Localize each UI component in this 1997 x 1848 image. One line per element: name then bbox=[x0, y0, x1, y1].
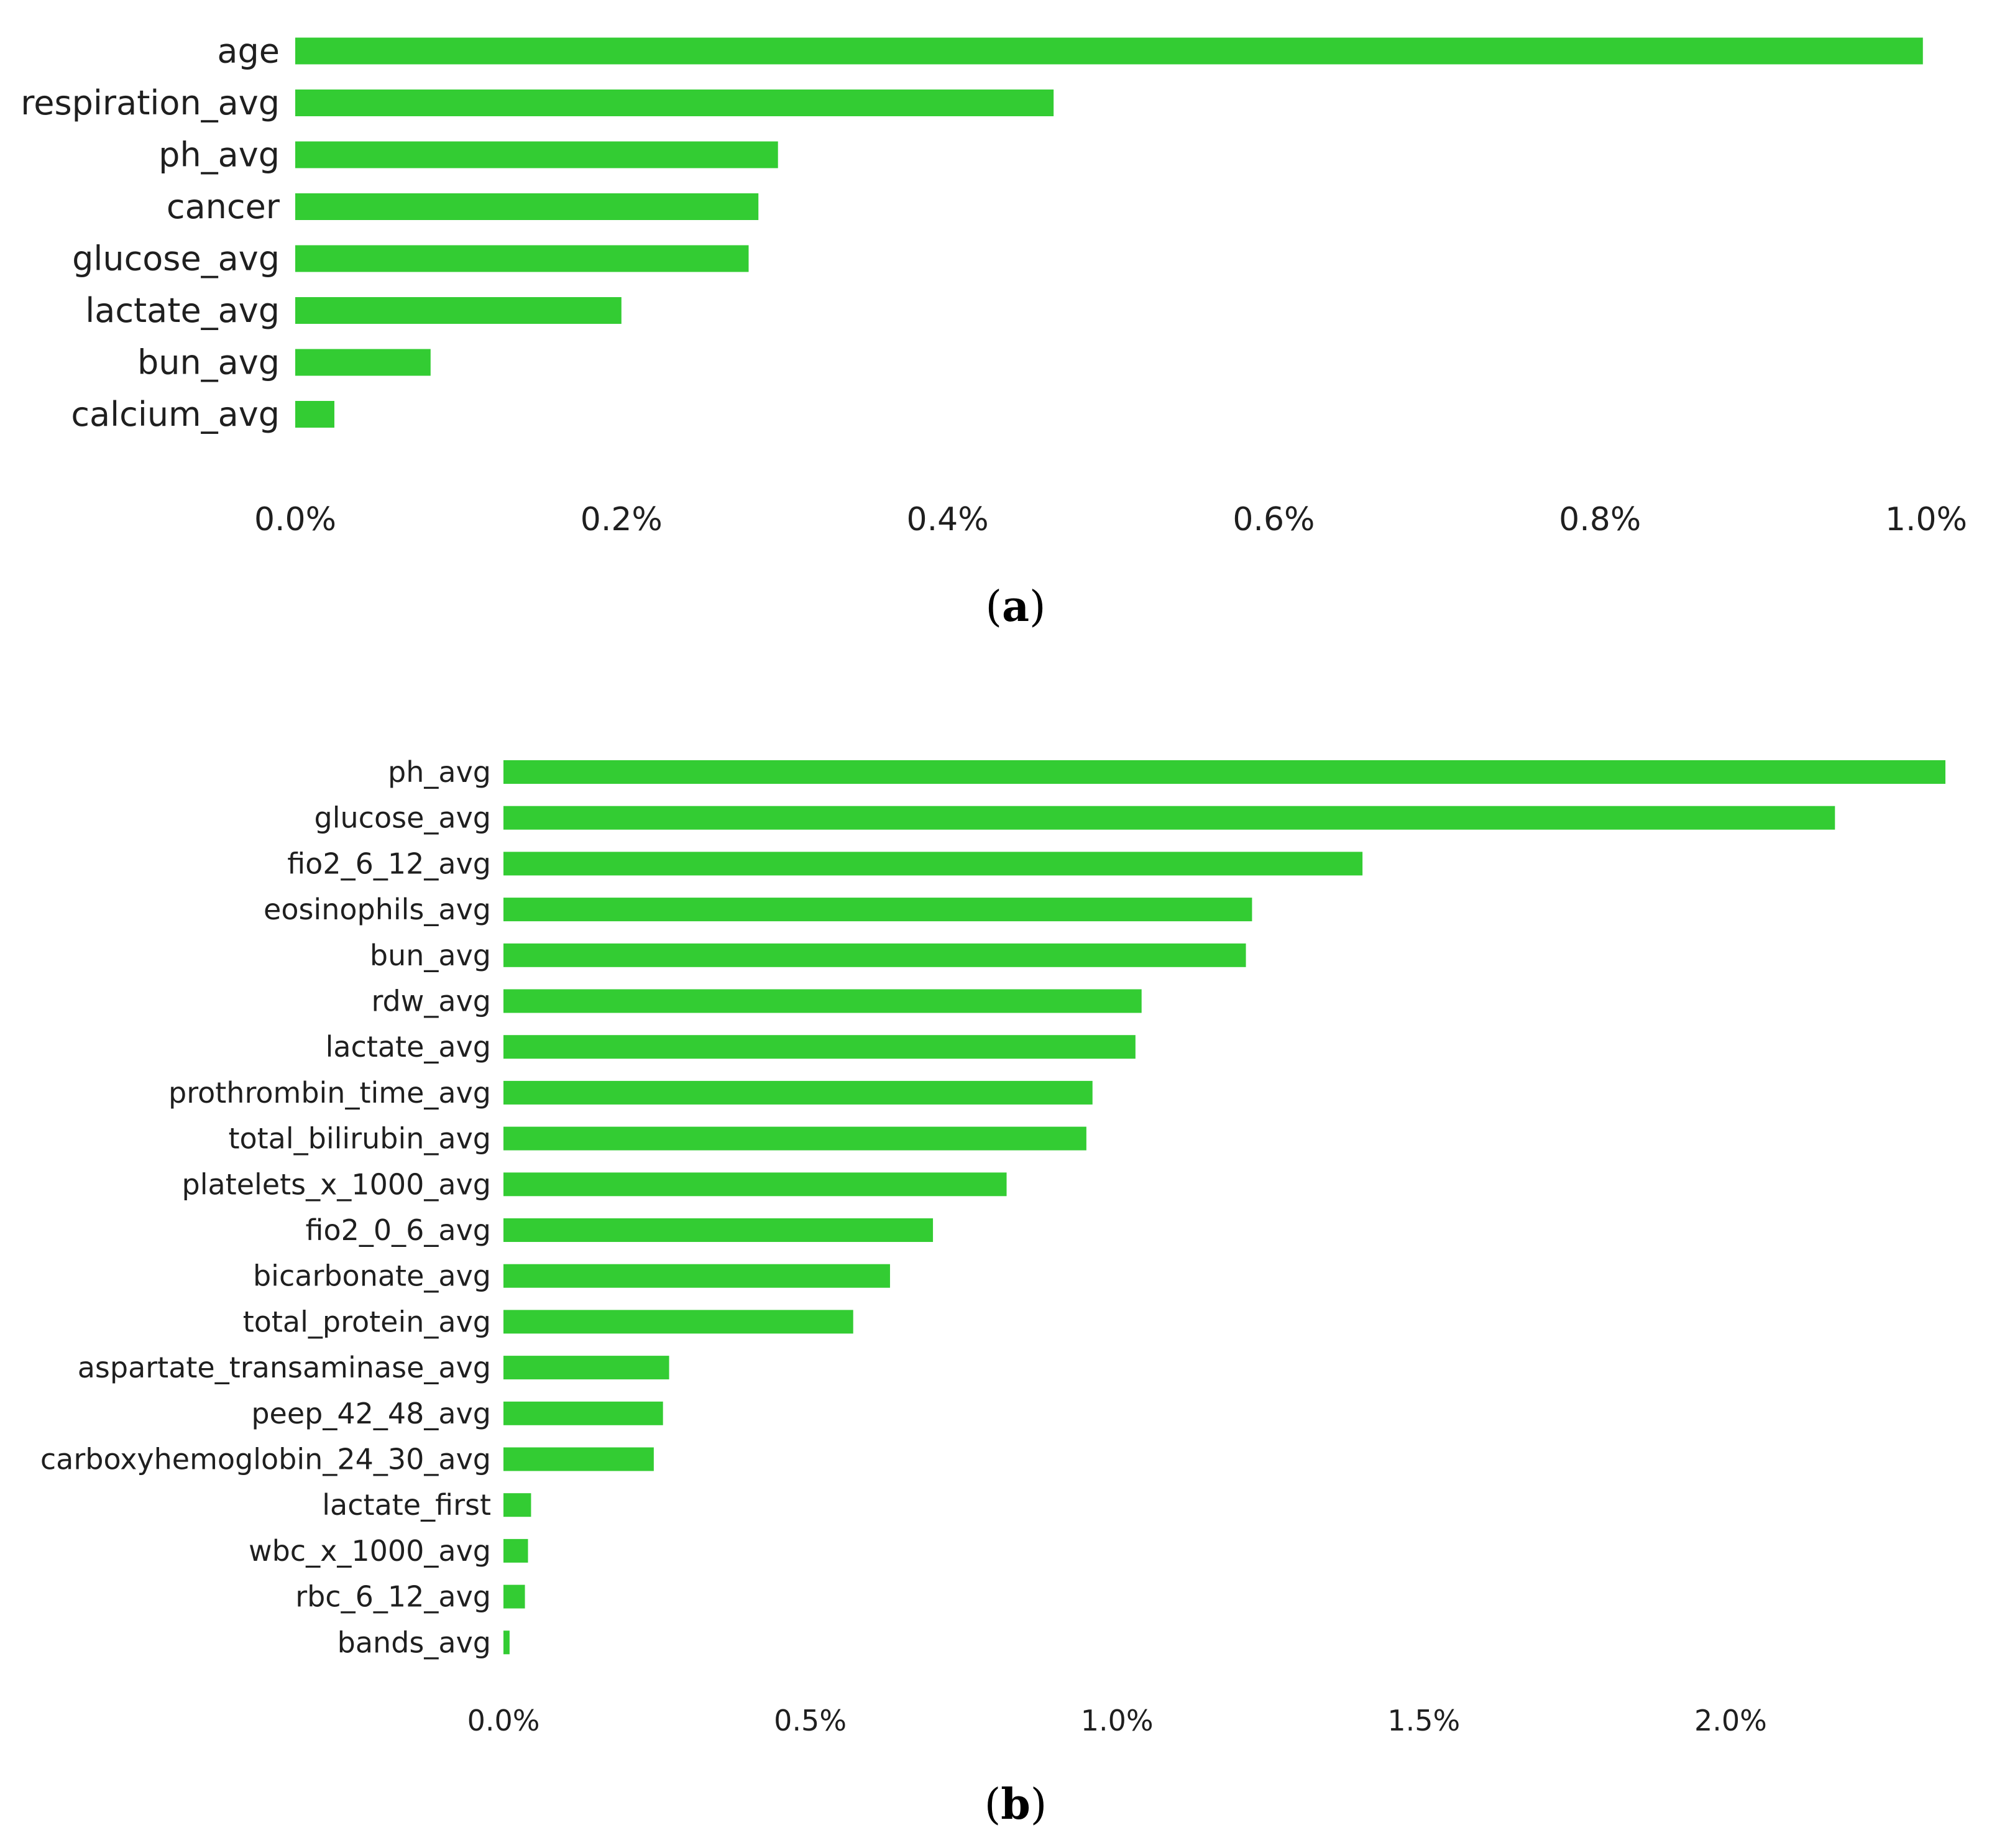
bar-age bbox=[295, 37, 1923, 65]
bar-total-protein-avg bbox=[503, 1310, 853, 1334]
category-label: peep_42_48_avg bbox=[251, 1397, 491, 1430]
bar-glucose-avg bbox=[503, 806, 1835, 830]
category-label: total_bilirubin_avg bbox=[228, 1122, 491, 1156]
bar-respiration-avg bbox=[295, 90, 1054, 116]
bar-prothrombin-time-avg bbox=[503, 1080, 1093, 1105]
bar-bun-avg bbox=[295, 349, 431, 376]
category-label: eosinophils_avg bbox=[264, 893, 491, 926]
category-label: calcium_avg bbox=[71, 395, 280, 434]
bar-glucose-avg bbox=[295, 245, 749, 272]
category-label: bun_avg bbox=[370, 939, 491, 972]
bar-ph-avg bbox=[295, 141, 778, 168]
bar-wbc-x-1000-avg bbox=[503, 1538, 528, 1563]
category-label: rdw_avg bbox=[371, 985, 491, 1018]
x-tick-label: 0.2% bbox=[581, 501, 663, 538]
x-tick-label: 0.5% bbox=[774, 1704, 847, 1737]
category-label: respiration_avg bbox=[21, 83, 280, 122]
category-label: lactate_avg bbox=[326, 1030, 491, 1064]
x-tick-label: 0.8% bbox=[1559, 501, 1641, 538]
category-label: carboxyhemoglobin_24_30_avg bbox=[40, 1443, 491, 1476]
x-tick-label: 0.6% bbox=[1233, 501, 1315, 538]
category-label: aspartate_transaminase_avg bbox=[78, 1351, 491, 1384]
category-label: lactate_avg bbox=[85, 291, 280, 330]
panel-b-caption: (b) bbox=[985, 1780, 1047, 1829]
x-tick-label: 0.0% bbox=[467, 1704, 540, 1737]
bar-peep-42-48-avg bbox=[503, 1401, 663, 1425]
category-label: cancer bbox=[167, 187, 280, 226]
bar-bun-avg bbox=[503, 943, 1246, 967]
x-tick-label: 0.4% bbox=[907, 501, 989, 538]
category-label: platelets_x_1000_avg bbox=[182, 1167, 492, 1201]
category-label: fio2_0_6_avg bbox=[305, 1213, 491, 1247]
category-label: bicarbonate_avg bbox=[253, 1259, 491, 1293]
category-label: prothrombin_time_avg bbox=[168, 1076, 491, 1110]
category-label: age bbox=[217, 32, 280, 71]
bar-cancer bbox=[295, 193, 759, 220]
category-label: total_protein_avg bbox=[243, 1305, 491, 1338]
category-label: wbc_x_1000_avg bbox=[249, 1534, 491, 1568]
bar-aspartate-transaminase-avg bbox=[503, 1356, 669, 1380]
category-label: fio2_6_12_avg bbox=[287, 847, 491, 880]
category-label: lactate_first bbox=[322, 1488, 491, 1522]
panel-a-caption: (a) bbox=[985, 582, 1045, 632]
category-label: ph_avg bbox=[158, 136, 280, 175]
x-tick-label: 1.5% bbox=[1387, 1704, 1460, 1737]
bar-eosinophils-avg bbox=[503, 898, 1252, 922]
category-label: ph_avg bbox=[388, 755, 491, 789]
bar-rdw-avg bbox=[503, 989, 1142, 1013]
bar-lactate-avg bbox=[503, 1035, 1136, 1059]
bar-ph-avg bbox=[503, 760, 1945, 784]
x-tick-label: 0.0% bbox=[254, 501, 336, 538]
bar-fio2-6-12-avg bbox=[503, 852, 1363, 876]
category-label: bands_avg bbox=[337, 1625, 491, 1659]
category-label: bun_avg bbox=[137, 343, 280, 382]
x-tick-label: 2.0% bbox=[1694, 1704, 1767, 1737]
bar-total-bilirubin-avg bbox=[503, 1126, 1086, 1151]
bar-fio2-0-6-avg bbox=[503, 1218, 934, 1242]
x-tick-label: 1.0% bbox=[1885, 501, 1967, 538]
category-label: glucose_avg bbox=[72, 239, 280, 278]
bar-lactate-first bbox=[503, 1493, 531, 1517]
bar-rbc-6-12-avg bbox=[503, 1584, 525, 1609]
bar-platelets-x-1000-avg bbox=[503, 1172, 1007, 1197]
bar-bands-avg bbox=[503, 1630, 510, 1655]
x-tick-label: 1.0% bbox=[1081, 1704, 1154, 1737]
bar-calcium-avg bbox=[295, 401, 334, 428]
chart-panel-b: ph_avg glucose_avg fio2_6_12_avg eosinophil… bbox=[40, 755, 1945, 1737]
bar-bicarbonate-avg bbox=[503, 1264, 890, 1288]
bar-carboxyhemoglobin-24-30-avg bbox=[503, 1447, 654, 1471]
category-label: rbc_6_12_avg bbox=[295, 1580, 491, 1614]
category-label: glucose_avg bbox=[314, 801, 491, 835]
bar-lactate-avg bbox=[295, 297, 622, 324]
